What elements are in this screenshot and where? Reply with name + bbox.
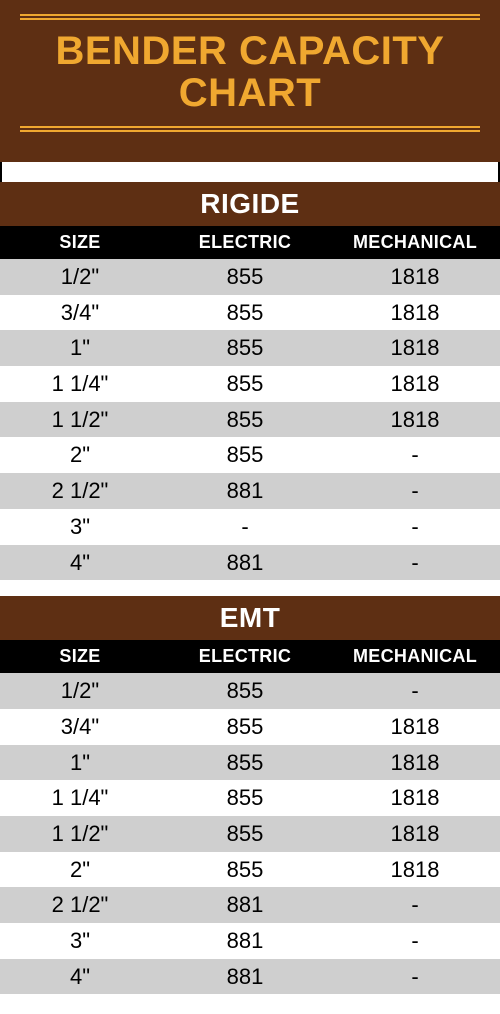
table-row: 1 1/2"8551818 — [0, 402, 500, 438]
table-row: 1"8551818 — [0, 330, 500, 366]
column-header: ELECTRIC — [160, 226, 330, 259]
table-cell: 855 — [160, 816, 330, 852]
table-cell: - — [330, 923, 500, 959]
column-header: MECHANICAL — [330, 226, 500, 259]
column-header: SIZE — [0, 226, 160, 259]
table-cell: 3/4" — [0, 295, 160, 331]
bottom-spacer — [0, 994, 500, 1014]
table-cell: 1/2" — [0, 673, 160, 709]
table-cell: 4" — [0, 959, 160, 995]
table-cell: 1" — [0, 330, 160, 366]
table-cell: - — [330, 545, 500, 581]
table-cell: 855 — [160, 745, 330, 781]
table-cell: - — [330, 509, 500, 545]
table-cell: 855 — [160, 437, 330, 473]
header-gap — [0, 162, 500, 182]
table-cell: 1/2" — [0, 259, 160, 295]
table-cell: 1818 — [330, 709, 500, 745]
table-row: 2"855- — [0, 437, 500, 473]
table-cell: - — [330, 959, 500, 995]
table-row: 4"881- — [0, 959, 500, 995]
table-cell: - — [330, 887, 500, 923]
table-row: 1"8551818 — [0, 745, 500, 781]
table-cell: 2 1/2" — [0, 887, 160, 923]
table-cell: 1 1/4" — [0, 780, 160, 816]
table-cell: 855 — [160, 259, 330, 295]
table-cell: - — [330, 673, 500, 709]
column-header: MECHANICAL — [330, 640, 500, 673]
table-cell: 1818 — [330, 295, 500, 331]
table-row: 1/2"8551818 — [0, 259, 500, 295]
tables-container: RIGIDESIZEELECTRICMECHANICAL1/2"85518183… — [0, 182, 500, 994]
table-cell: 881 — [160, 923, 330, 959]
table-row: 1 1/4"8551818 — [0, 780, 500, 816]
capacity-table: SIZEELECTRICMECHANICAL1/2"85518183/4"855… — [0, 226, 500, 580]
table-row: 3/4"8551818 — [0, 295, 500, 331]
table-cell: 855 — [160, 709, 330, 745]
section-spacer — [0, 580, 500, 596]
table-cell: 2" — [0, 437, 160, 473]
page-title: BENDER CAPACITY CHART — [20, 20, 480, 126]
table-row: 3"-- — [0, 509, 500, 545]
table-row: 1 1/2"8551818 — [0, 816, 500, 852]
table-cell: 1818 — [330, 259, 500, 295]
table-row: 2 1/2"881- — [0, 887, 500, 923]
table-cell: 855 — [160, 366, 330, 402]
table-cell: 1818 — [330, 780, 500, 816]
table-cell: 3" — [0, 509, 160, 545]
table-cell: 855 — [160, 295, 330, 331]
table-row: 2 1/2"881- — [0, 473, 500, 509]
table-cell: 1" — [0, 745, 160, 781]
table-cell: 2" — [0, 852, 160, 888]
table-cell: - — [330, 473, 500, 509]
table-cell: 1818 — [330, 330, 500, 366]
table-cell: 3/4" — [0, 709, 160, 745]
table-cell: 1818 — [330, 745, 500, 781]
table-row: 1/2"855- — [0, 673, 500, 709]
table-cell: 855 — [160, 330, 330, 366]
table-cell: 1 1/2" — [0, 816, 160, 852]
section-title: RIGIDE — [0, 182, 500, 226]
table-cell: - — [160, 509, 330, 545]
table-row: 4"881- — [0, 545, 500, 581]
table-row: 1 1/4"8551818 — [0, 366, 500, 402]
table-cell: 881 — [160, 545, 330, 581]
bottom-rule — [20, 126, 480, 132]
table-cell: 855 — [160, 852, 330, 888]
table-cell: 855 — [160, 780, 330, 816]
column-header: SIZE — [0, 640, 160, 673]
table-cell: 1818 — [330, 366, 500, 402]
section-title: EMT — [0, 596, 500, 640]
table-row: 2"8551818 — [0, 852, 500, 888]
table-cell: 1818 — [330, 816, 500, 852]
capacity-table: SIZEELECTRICMECHANICAL1/2"855-3/4"855181… — [0, 640, 500, 994]
header-block: BENDER CAPACITY CHART — [0, 0, 500, 162]
table-cell: 881 — [160, 959, 330, 995]
table-cell: 855 — [160, 673, 330, 709]
table-cell: 855 — [160, 402, 330, 438]
table-row: 3/4"8551818 — [0, 709, 500, 745]
table-cell: 881 — [160, 473, 330, 509]
table-cell: 1 1/4" — [0, 366, 160, 402]
table-cell: 1 1/2" — [0, 402, 160, 438]
table-cell: 1818 — [330, 402, 500, 438]
table-cell: - — [330, 437, 500, 473]
table-cell: 1818 — [330, 852, 500, 888]
table-cell: 3" — [0, 923, 160, 959]
table-cell: 4" — [0, 545, 160, 581]
table-row: 3"881- — [0, 923, 500, 959]
table-cell: 2 1/2" — [0, 473, 160, 509]
column-header: ELECTRIC — [160, 640, 330, 673]
table-cell: 881 — [160, 887, 330, 923]
